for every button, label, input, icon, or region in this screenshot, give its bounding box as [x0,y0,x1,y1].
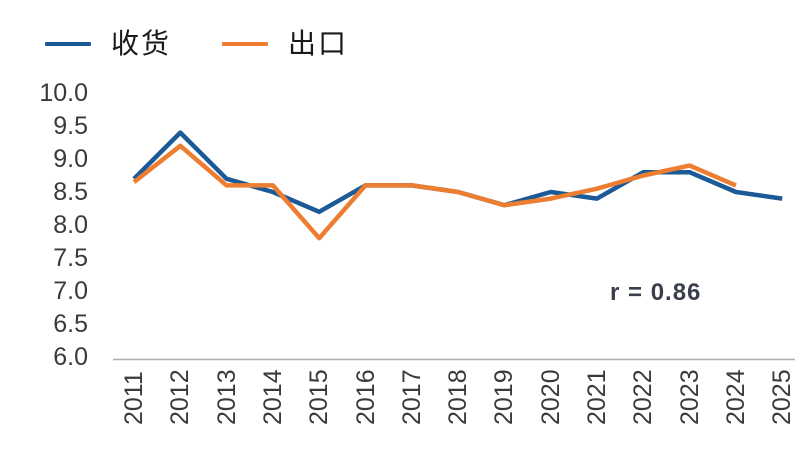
series-line-exports [132,143,737,241]
y-tick-label: 9.5 [53,112,88,140]
legend-label-receipts: 收货 [111,28,172,59]
legend-line-blue-icon [45,42,91,46]
y-tick-label: 6.0 [53,343,88,371]
legend-item-exports[interactable]: 出口 [222,28,348,60]
correlation-annotation: r = 0.86 [610,279,702,306]
y-tick-label: 7.5 [53,244,88,272]
y-tick-label: 7.0 [53,277,88,305]
legend-label-exports: 出口 [288,28,349,59]
y-tick-label: 6.5 [53,310,88,338]
y-tick-label: 8.0 [53,211,88,239]
legend-line-orange-icon [222,42,268,46]
legend-item-receipts[interactable]: 收货 [45,28,171,60]
y-tick-label: 9.0 [53,145,88,173]
y-tick-label: 10.0 [39,79,88,107]
y-tick-label: 8.5 [53,178,88,206]
series-line-receipts [132,130,783,215]
